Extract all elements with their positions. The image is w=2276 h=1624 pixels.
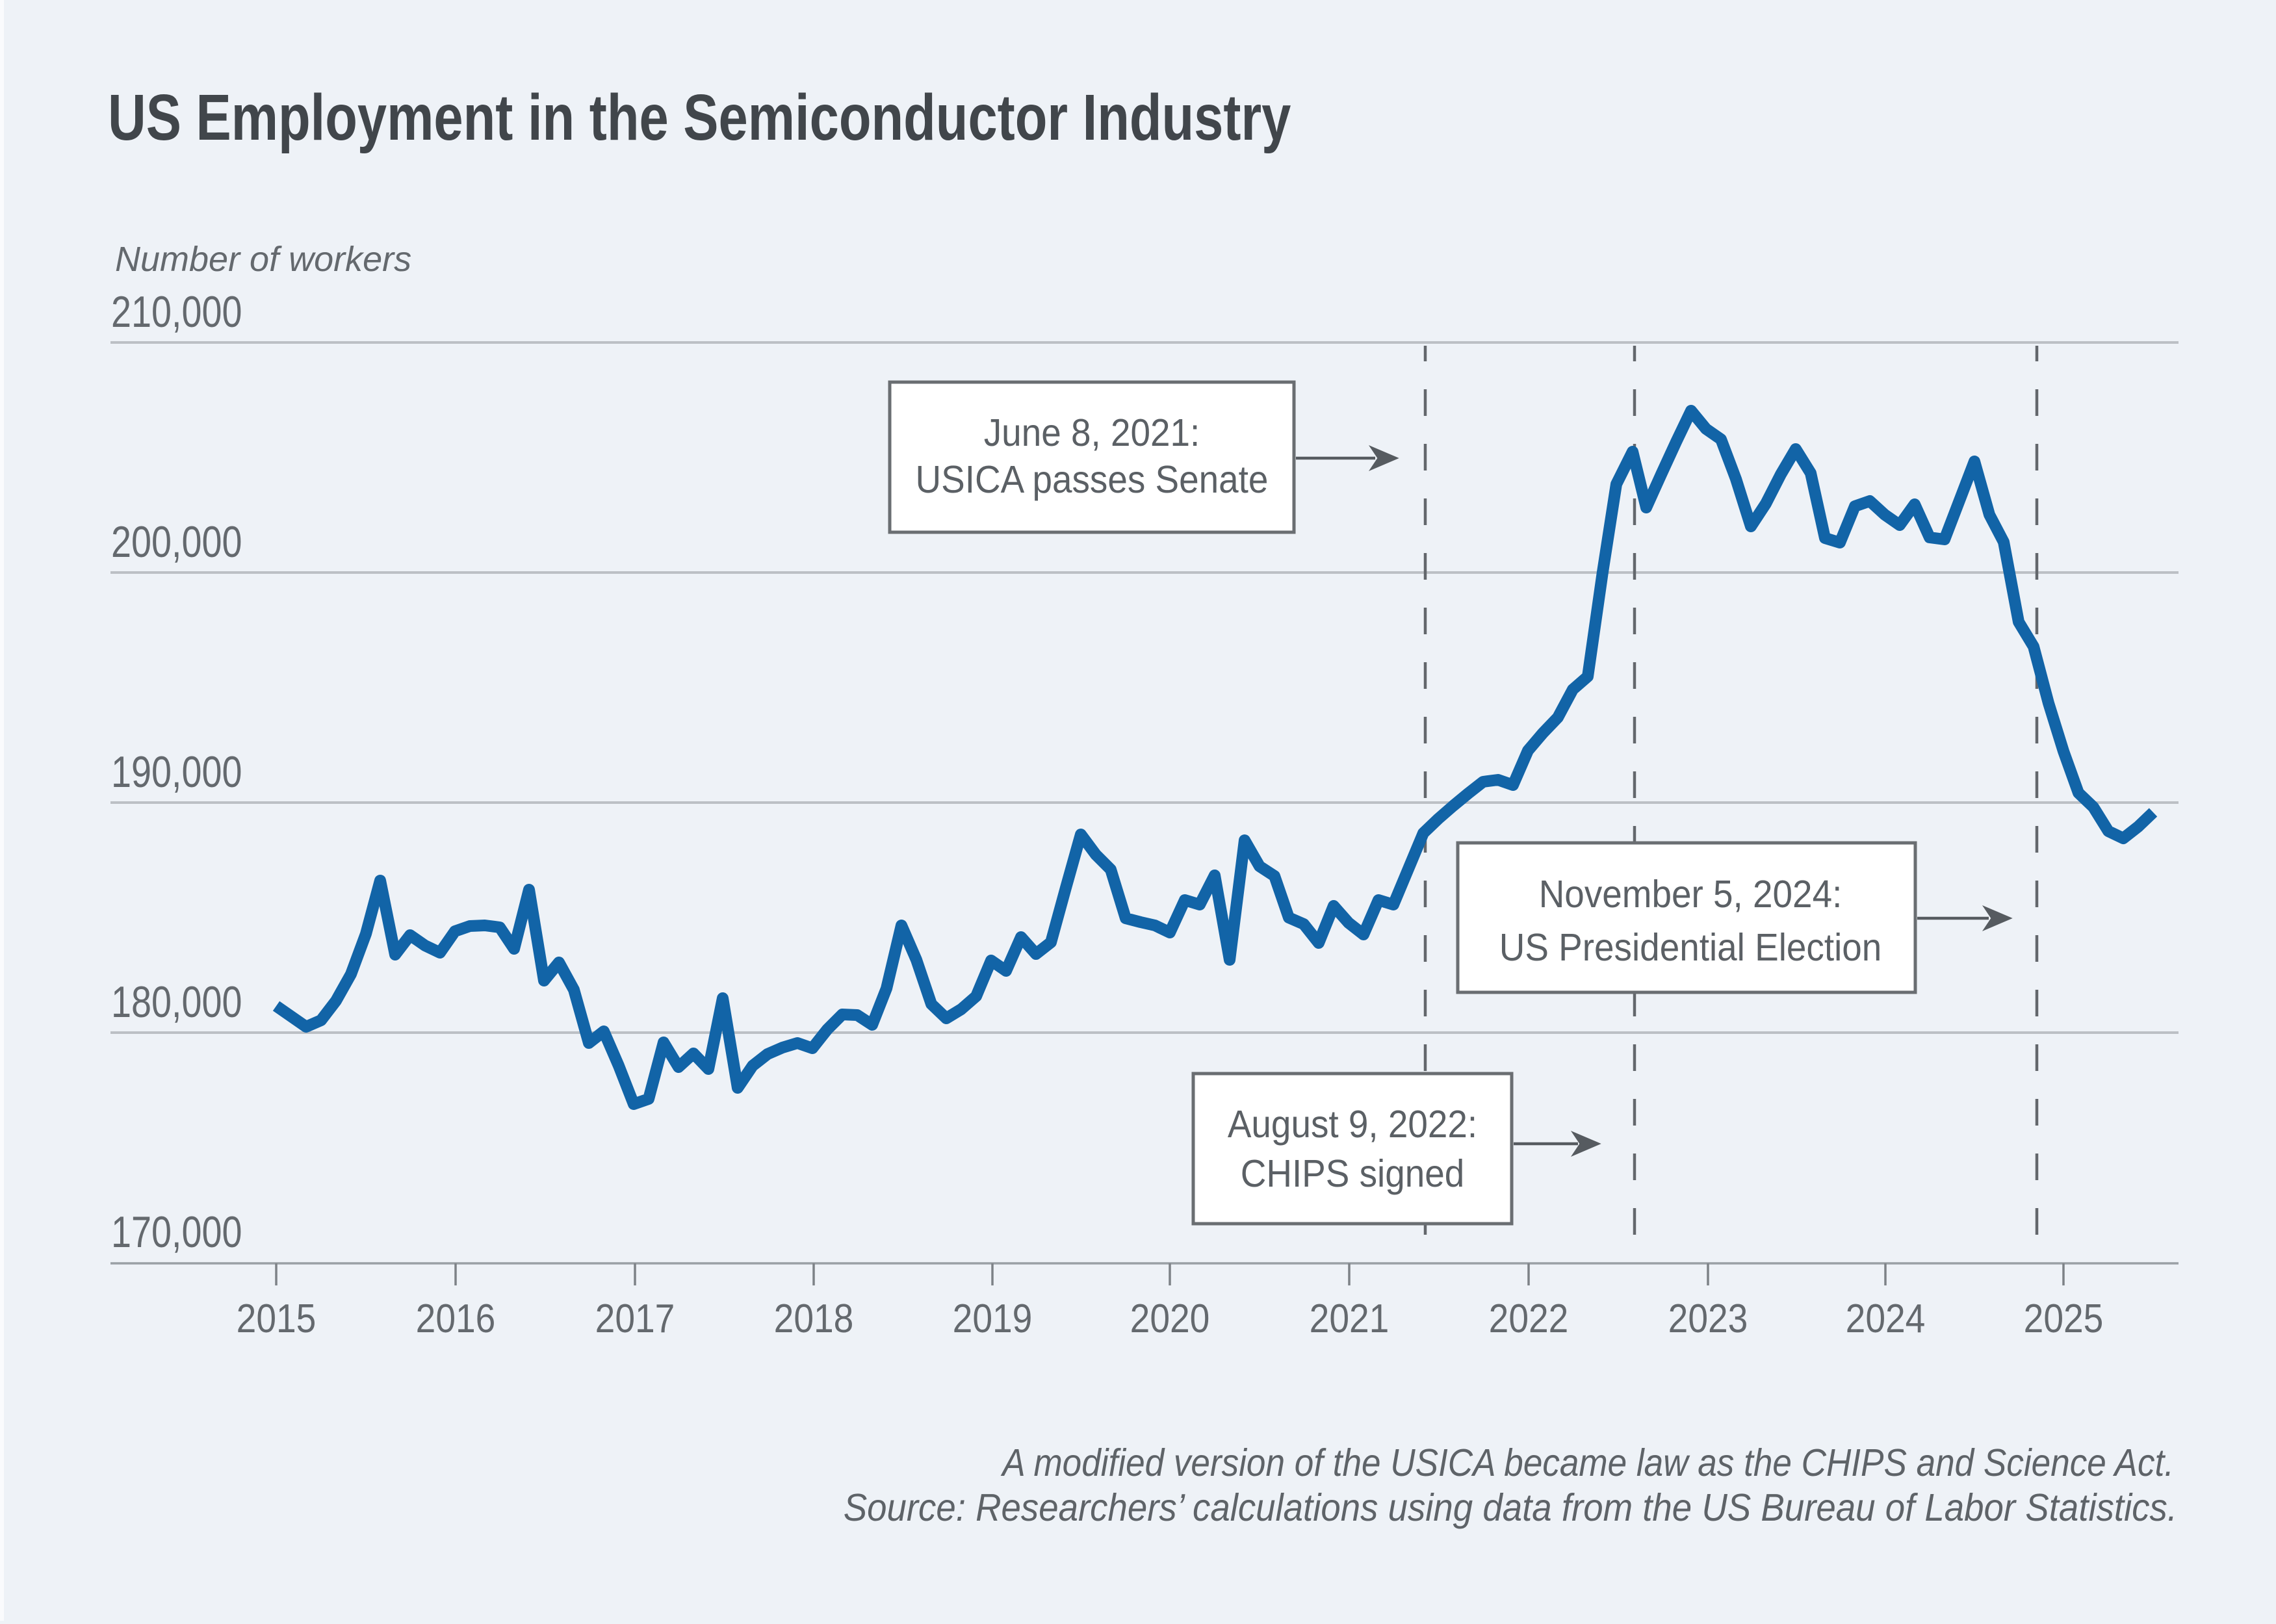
svg-text:US Employment in the Semicondu: US Employment in the Semiconductor Indus…: [108, 82, 1291, 154]
svg-text:2023: 2023: [1668, 1296, 1748, 1341]
svg-text:Number of workers: Number of workers: [115, 240, 411, 279]
svg-text:2019: 2019: [953, 1296, 1033, 1341]
svg-text:2018: 2018: [774, 1296, 854, 1341]
svg-text:210,000: 210,000: [111, 288, 242, 337]
svg-text:2020: 2020: [1130, 1296, 1210, 1341]
svg-text:2025: 2025: [2024, 1296, 2104, 1341]
svg-text:US Presidential Election: US Presidential Election: [1499, 926, 1882, 969]
svg-text:170,000: 170,000: [111, 1208, 242, 1257]
svg-text:Source: Researchers’ calculati: Source: Researchers’ calculations using …: [844, 1487, 2177, 1529]
svg-text:200,000: 200,000: [111, 518, 242, 567]
svg-text:USICA passes Senate: USICA passes Senate: [916, 458, 1269, 501]
svg-text:2017: 2017: [595, 1296, 675, 1341]
svg-text:190,000: 190,000: [111, 748, 242, 797]
svg-text:2022: 2022: [1489, 1296, 1569, 1341]
svg-text:2021: 2021: [1310, 1296, 1390, 1341]
svg-text:A modified version of the USIC: A modified version of the USICA became l…: [1000, 1441, 2174, 1484]
svg-text:CHIPS signed: CHIPS signed: [1241, 1152, 1465, 1195]
svg-text:August 9, 2022:: August 9, 2022:: [1228, 1103, 1477, 1146]
svg-text:2016: 2016: [416, 1296, 496, 1341]
svg-text:June 8, 2021:: June 8, 2021:: [984, 411, 1200, 454]
svg-text:November 5, 2024:: November 5, 2024:: [1539, 873, 1843, 916]
svg-text:2024: 2024: [1846, 1296, 1926, 1341]
svg-text:180,000: 180,000: [111, 978, 242, 1027]
svg-text:2015: 2015: [237, 1296, 317, 1341]
